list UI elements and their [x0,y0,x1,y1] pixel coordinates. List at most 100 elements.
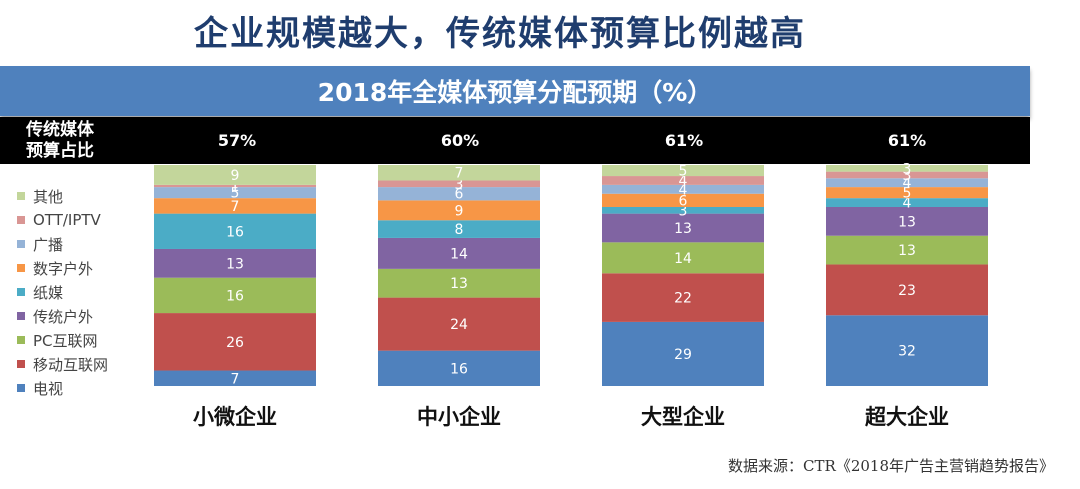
legend-swatch [17,336,25,344]
legend-label: 广播 [33,235,64,254]
bar-segment-0-3 [154,248,316,278]
share-value-large: 61% [664,131,704,150]
bar-segment-0-6 [154,187,316,199]
bar-value-label-2-1: 22 [674,291,692,307]
bar-value-label-0-8: 9 [231,168,240,184]
bar-segment-0-5 [154,198,316,214]
bar-value-label-1-2: 13 [450,276,468,292]
legend-label: 移动互联网 [33,355,109,374]
bar-segment-1-8 [378,165,540,181]
bar-segment-3-0 [826,315,988,386]
bar-segment-3-2 [826,235,988,265]
bar-segment-3-7 [826,171,988,179]
legend-item-ott-iptv: OTT/IPTV [17,208,147,232]
bar-segment-2-2 [602,242,764,274]
share-label-line1: 传统媒体 [26,120,94,140]
bar-segment-2-5 [602,193,764,207]
bar-value-label-0-4: 16 [226,224,244,240]
bar-value-label-2-3: 13 [674,221,692,237]
bar-value-label-0-3: 13 [226,256,244,272]
bar-segment-2-0 [602,321,764,386]
legend-swatch [17,216,25,224]
bar-value-label-1-0: 16 [450,361,468,377]
traditional-media-share-row: 传统媒体 预算占比 57% 60% 61% 61% [0,117,1030,164]
bar-segment-3-4 [826,198,988,207]
bar-segment-0-0 [154,370,316,386]
chart-legend: 其他 OTT/IPTV 广播 数字户外 纸媒 传统户外 PC互联网 移动互联网 … [17,184,147,400]
bar-segment-0-2 [154,277,316,314]
legend-swatch [17,288,25,296]
bar-value-label-2-4: 3 [679,203,688,219]
category-label-3: 超大企业 [865,405,949,429]
bar-segment-3-8 [826,165,988,172]
share-label-line2: 预算占比 [26,141,94,161]
bar-value-label-3-1: 23 [898,283,916,299]
banner-text: 2018年全媒体预算分配预期（%） [317,78,713,107]
bar-value-label-2-2: 14 [674,251,692,267]
bar-value-label-2-6: 4 [679,182,688,198]
bar-value-label-3-0: 32 [898,344,916,360]
share-value-extra-large: 61% [887,131,927,150]
legend-item-mobile-internet: 移动互联网 [17,352,147,376]
legend-label: 电视 [33,379,64,398]
legend-label: OTT/IPTV [33,211,101,229]
legend-item-tv: 电视 [17,376,147,400]
bar-value-label-3-5: 5 [903,186,912,202]
bar-segment-1-4 [378,220,540,238]
bar-value-label-0-7: 1 [231,179,240,195]
bar-value-label-1-1: 24 [450,317,468,333]
legend-swatch [17,360,25,368]
bar-value-label-2-5: 6 [679,193,688,209]
bar-value-label-1-4: 8 [455,222,464,238]
bar-value-label-0-6: 5 [231,186,240,202]
bar-value-label-1-7: 3 [455,177,464,193]
legend-label: 传统户外 [33,307,94,326]
bar-segment-2-8 [602,165,764,177]
share-value-small-medium: 60% [440,131,480,150]
bar-segment-3-5 [826,187,988,199]
bar-value-label-0-2: 16 [226,288,244,304]
bar-value-label-3-8: 3 [903,161,912,177]
bar-value-label-3-6: 4 [903,176,912,192]
legend-swatch [17,240,25,248]
bar-value-label-2-0: 29 [674,347,692,363]
bar-value-label-2-7: 4 [679,173,688,189]
bar-segment-2-1 [602,273,764,322]
category-label-2: 大型企业 [641,405,725,429]
bar-value-label-3-2: 13 [898,243,916,259]
legend-item-print: 纸媒 [17,280,147,304]
share-value-micro: 57% [217,131,257,150]
legend-label: 数字户外 [33,259,94,278]
bar-segment-1-6 [378,187,540,201]
legend-label: 纸媒 [33,283,64,302]
legend-swatch [17,192,25,200]
bar-segment-1-0 [378,350,540,386]
chart-subtitle-banner: 2018年全媒体预算分配预期（%） [0,66,1030,116]
legend-label: PC互联网 [33,331,98,350]
legend-label: 其他 [33,187,64,206]
bar-segment-1-1 [378,297,540,351]
bar-value-label-1-6: 6 [455,187,464,203]
bar-value-label-3-3: 13 [898,214,916,230]
legend-swatch [17,264,25,272]
bar-segment-2-3 [602,213,764,243]
bar-value-label-1-3: 14 [450,246,468,262]
legend-swatch [17,384,25,392]
bar-segment-2-4 [602,206,764,214]
legend-item-radio: 广播 [17,232,147,256]
bar-segment-1-3 [378,237,540,269]
data-source-note: 数据来源：CTR《2018年广告主营销趋势报告》 [728,457,1054,475]
bar-segment-0-8 [154,165,316,185]
bar-segment-0-4 [154,213,316,249]
bar-segment-3-3 [826,206,988,236]
bar-segment-0-1 [154,313,316,371]
bar-value-label-0-0: 7 [231,371,240,387]
chart-title: 企业规模越大，传统媒体预算比例越高 [194,14,806,54]
share-row-label: 传统媒体 预算占比 [26,120,116,162]
legend-swatch [17,312,25,320]
bar-segment-0-7 [154,184,316,188]
bar-value-label-1-8: 7 [455,166,464,182]
bar-segment-1-7 [378,180,540,188]
bar-value-label-2-8: 5 [679,164,688,180]
